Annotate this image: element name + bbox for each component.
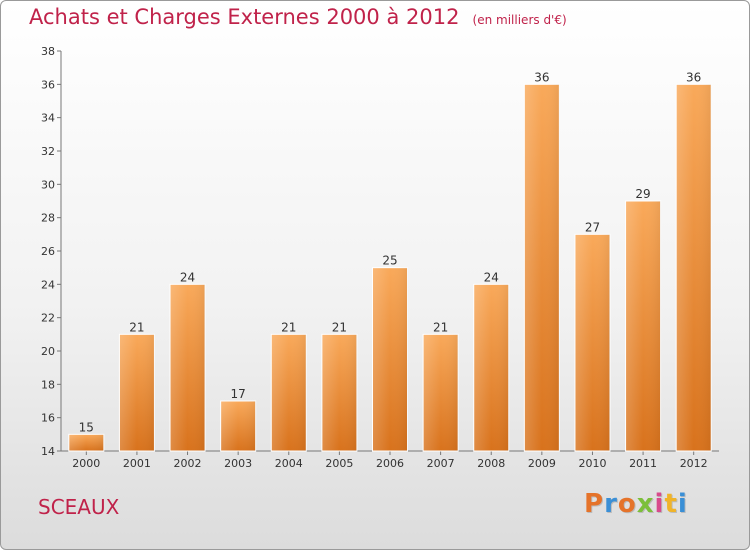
- y-tick-label: 34: [41, 112, 55, 125]
- y-tick-label: 28: [41, 212, 55, 225]
- bar-group: [372, 267, 408, 452]
- bar-shine: [68, 434, 104, 451]
- y-tick-label: 32: [41, 145, 55, 158]
- y-tick-label: 20: [41, 345, 55, 358]
- logo-letter: r: [604, 489, 618, 519]
- y-tick-label: 14: [41, 445, 55, 458]
- y-tick-label: 24: [41, 278, 55, 291]
- x-tick-label: 2010: [578, 457, 606, 470]
- bar-group: [169, 283, 206, 452]
- bar-group: [220, 400, 257, 452]
- bar-shine: [220, 401, 256, 451]
- bar-shine: [473, 284, 509, 451]
- x-tick-label: 2011: [629, 457, 657, 470]
- y-tick-label: 22: [41, 312, 55, 325]
- logo-letter: t: [664, 489, 678, 519]
- chart-bars: [68, 83, 712, 452]
- bar-shine: [119, 334, 155, 451]
- logo-letter: P: [584, 489, 605, 519]
- bar-value-label: 25: [382, 254, 397, 268]
- x-tick-label: 2007: [427, 457, 455, 470]
- bar-group: [473, 283, 510, 452]
- bar-shine: [271, 334, 307, 451]
- bar-group: [574, 233, 611, 452]
- x-tick-label: 2006: [376, 457, 404, 470]
- y-tick-label: 30: [41, 178, 55, 191]
- bar-group: [270, 333, 307, 452]
- x-tick-label: 2004: [275, 457, 303, 470]
- bar-value-label: 17: [231, 387, 246, 401]
- x-tick-label: 2005: [325, 457, 353, 470]
- bar-shine: [423, 334, 459, 451]
- chart-title: Achats et Charges Externes 2000 à 2012: [29, 5, 460, 29]
- x-tick-label: 2009: [528, 457, 556, 470]
- y-tick-label: 18: [41, 378, 55, 391]
- bar-value-label: 29: [635, 187, 650, 201]
- logo-letter: x: [636, 489, 655, 519]
- bar-value-label: 21: [332, 320, 347, 334]
- bar-group: [523, 83, 560, 452]
- bar-shine: [321, 334, 357, 451]
- bar-group: [625, 200, 662, 452]
- bar-value-label: 21: [129, 320, 144, 334]
- y-tick-label: 38: [41, 45, 55, 58]
- chart-axes: 14 16 18 20 22 24 26 28 30 32 34 36 38: [41, 45, 719, 458]
- logo-letter: i: [654, 489, 665, 519]
- x-tick-label: 2003: [224, 457, 252, 470]
- title-row: Achats et Charges Externes 2000 à 2012 (…: [29, 5, 567, 29]
- x-tick-label: 2008: [477, 457, 505, 470]
- bar-value-label: 36: [686, 70, 701, 84]
- bar-shine: [524, 84, 560, 451]
- bar-group: [675, 83, 712, 452]
- bar-value-label: 24: [180, 270, 195, 284]
- bar-shine: [170, 284, 206, 451]
- bar-value-label: 27: [585, 220, 600, 234]
- y-tick-label: 16: [41, 412, 55, 425]
- bar-group: [321, 333, 358, 452]
- bar-group: [118, 333, 155, 452]
- bar-group: [422, 333, 459, 452]
- x-tick-label: 2012: [680, 457, 708, 470]
- bar-group: [68, 433, 105, 452]
- bar-value-label: 24: [484, 270, 499, 284]
- logo-letter: i: [677, 489, 688, 519]
- bar-shine: [574, 234, 610, 451]
- bar-shine: [372, 267, 408, 451]
- y-tick-label: 36: [41, 78, 55, 91]
- bar-value-label: 15: [79, 420, 94, 434]
- bar-value-label: 21: [433, 320, 448, 334]
- y-tick-label: 26: [41, 245, 55, 258]
- chart-subtitle: (en milliers d'€): [472, 13, 567, 27]
- bar-value-label: 21: [281, 320, 296, 334]
- proxiti-logo[interactable]: Proxiti: [584, 489, 688, 519]
- x-tick-label: 2001: [123, 457, 151, 470]
- bar-shine: [625, 201, 661, 451]
- x-tick-label: 2002: [174, 457, 202, 470]
- bar-value-label: 36: [534, 70, 549, 84]
- x-tick-label: 2000: [72, 457, 100, 470]
- commune-name: SCEAUX: [38, 495, 120, 519]
- chart-labels: 2000 15 2001 21 2002 24 2003 17 2004 21 2005 21 2006…: [72, 70, 707, 470]
- bar-shine: [676, 84, 712, 451]
- logo-letter: o: [617, 489, 637, 519]
